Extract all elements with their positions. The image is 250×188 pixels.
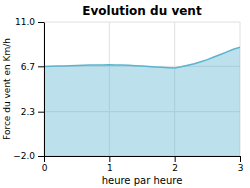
- y-tick-mark: [38, 22, 44, 23]
- y-tick-mark: [38, 66, 44, 67]
- x-tick-label: 1: [107, 163, 113, 173]
- x-axis: 0 1 2 3: [42, 156, 244, 173]
- y-tick-label: 6.7: [21, 62, 35, 72]
- x-tick-label: 0: [42, 163, 48, 173]
- y-tick: −2.0: [13, 151, 44, 161]
- x-tick-mark: [109, 156, 110, 162]
- y-tick-label: −2.0: [13, 151, 35, 161]
- x-tick: 1: [107, 156, 113, 173]
- y-axis-title: Force du vent en Km/h: [2, 38, 12, 140]
- x-tick-label: 2: [172, 163, 178, 173]
- x-tick-mark: [240, 156, 241, 162]
- y-tick: 2.3: [21, 107, 44, 117]
- x-axis-line: [45, 156, 241, 157]
- grid-line-x: [44, 22, 45, 156]
- y-tick-mark: [38, 112, 44, 113]
- x-tick: 3: [238, 156, 244, 173]
- plot: 0 1 2 3 −2.0 2.3 6.7 11.0: [13, 17, 243, 173]
- x-axis-title: heure par heure: [102, 175, 183, 186]
- grid-line-y: [44, 22, 240, 23]
- marks: [44, 47, 240, 156]
- y-tick-mark: [38, 156, 44, 157]
- area: [44, 47, 240, 156]
- line: [44, 47, 240, 68]
- y-tick: 6.7: [21, 62, 44, 72]
- x-tick: 2: [172, 156, 178, 173]
- y-tick-label: 2.3: [21, 107, 35, 117]
- y-tick: 11.0: [15, 17, 44, 27]
- grid: [44, 22, 240, 156]
- title: Evolution du vent: [82, 4, 202, 18]
- chart: 0 1 2 3 −2.0 2.3 6.7 11.0 Evolution du vent heure…: [0, 0, 250, 188]
- y-axis-line: [44, 23, 45, 157]
- x-tick: 0: [42, 156, 48, 173]
- x-tick-mark: [175, 156, 176, 162]
- x-tick-label: 3: [238, 163, 244, 173]
- x-tick-mark: [44, 156, 45, 162]
- y-tick-label: 11.0: [15, 17, 35, 27]
- y-axis: −2.0 2.3 6.7 11.0: [13, 17, 44, 161]
